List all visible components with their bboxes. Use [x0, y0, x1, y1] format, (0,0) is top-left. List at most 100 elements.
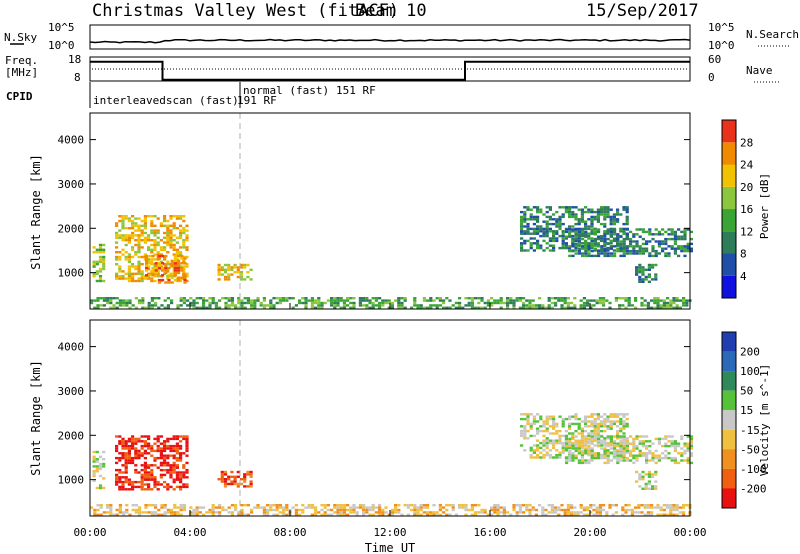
- range-gate-cell: [438, 506, 442, 509]
- range-gate-cell: [175, 478, 179, 481]
- range-gate-cell: [561, 425, 565, 428]
- range-gate-cell: [523, 213, 527, 216]
- range-gate-cell: [143, 473, 147, 477]
- range-gate-cell: [218, 306, 222, 309]
- range-gate-cell: [239, 266, 244, 269]
- range-gate-cell: [125, 508, 129, 512]
- range-gate-cell: [172, 468, 176, 472]
- range-gate-cell: [561, 451, 565, 454]
- range-gate-cell: [590, 246, 594, 250]
- range-gate-cell: [659, 306, 663, 309]
- range-gate-cell: [564, 434, 568, 438]
- range-gate-cell: [574, 239, 578, 243]
- range-gate-cell: [536, 242, 540, 245]
- range-gate-cell: [625, 235, 629, 238]
- range-gate-cell: [115, 251, 119, 254]
- range-gate-cell: [140, 476, 144, 479]
- range-gate-cell: [587, 208, 591, 211]
- range-gate-cell: [593, 247, 597, 250]
- range-gate-cell: [99, 504, 103, 507]
- range-gate-cell: [554, 301, 558, 305]
- range-gate-cell: [555, 429, 559, 433]
- range-gate-cell: [179, 476, 183, 479]
- range-gate-cell: [233, 475, 237, 478]
- range-gate-cell: [589, 306, 593, 309]
- range-gate-cell: [522, 301, 526, 305]
- range-gate-cell: [234, 504, 238, 507]
- range-gate-cell: [656, 306, 660, 309]
- range-gate-cell: [523, 432, 527, 435]
- range-gate-cell: [515, 299, 519, 302]
- range-gate-cell: [571, 452, 575, 455]
- range-gate-cell: [150, 260, 154, 263]
- range-gate-cell: [590, 413, 594, 416]
- range-gate-cell: [593, 453, 597, 457]
- range-gate-cell: [147, 447, 151, 450]
- range-gate-cell: [98, 465, 103, 468]
- range-gate-cell: [552, 446, 556, 450]
- range-gate-cell: [128, 299, 132, 302]
- range-gate-cell: [670, 444, 674, 448]
- range-gate-cell: [638, 442, 642, 445]
- range-gate-cell: [651, 233, 655, 236]
- range-gate-cell: [666, 513, 670, 516]
- range-gate-cell: [672, 299, 676, 302]
- range-gate-cell: [102, 248, 106, 251]
- range-gate-cell: [419, 508, 423, 512]
- range-gate-cell: [542, 213, 546, 216]
- range-gate-cell: [175, 473, 179, 477]
- range-gate-cell: [523, 425, 527, 428]
- range-gate-cell: [587, 440, 591, 443]
- range-gate-cell: [545, 446, 549, 450]
- range-gate-cell: [233, 482, 237, 486]
- range-gate-cell: [603, 213, 607, 216]
- range-gate-cell: [555, 432, 559, 435]
- range-gate-cell: [150, 277, 154, 280]
- range-gate-cell: [234, 306, 238, 309]
- range-gate-cell: [169, 447, 173, 450]
- range-gate-cell: [641, 440, 645, 443]
- range-gate-cell: [520, 220, 524, 223]
- range-gate-cell: [240, 508, 244, 512]
- range-gate-cell: [163, 473, 167, 477]
- range-gate-cell: [166, 468, 170, 472]
- range-gate-cell: [558, 453, 562, 457]
- range-gate-cell: [156, 275, 160, 278]
- range-gate-cell: [609, 459, 613, 462]
- range-gate-cell: [179, 265, 183, 268]
- range-gate-cell: [664, 254, 668, 258]
- range-gate-cell: [131, 246, 135, 249]
- range-gate-cell: [137, 241, 141, 244]
- range-gate-cell: [571, 454, 575, 457]
- range-gate-cell: [134, 243, 138, 247]
- range-gate-cell: [634, 506, 638, 509]
- range-gate-cell: [638, 263, 642, 267]
- range-gate-cell: [590, 237, 594, 240]
- range-gate-cell: [598, 301, 602, 305]
- range-gate-cell: [169, 471, 173, 474]
- range-gate-cell: [651, 249, 655, 253]
- range-gate-cell: [223, 482, 228, 486]
- range-gate-cell: [183, 281, 187, 284]
- range-gate-cell: [140, 454, 144, 457]
- range-gate-cell: [629, 249, 633, 253]
- range-gate-cell: [609, 413, 613, 416]
- range-gate-cell: [185, 485, 189, 489]
- range-gate-cell: [349, 508, 353, 512]
- range-gate-cell: [166, 224, 170, 227]
- range-gate-cell: [536, 239, 540, 243]
- range-gate-cell: [230, 301, 234, 305]
- range-gate-cell: [571, 210, 575, 214]
- range-gate-cell: [678, 306, 682, 309]
- range-gate-cell: [646, 511, 650, 514]
- range-gate-cell: [532, 451, 536, 454]
- range-gate-cell: [606, 247, 610, 250]
- range-gate-cell: [529, 232, 533, 235]
- range-gate-cell: [526, 230, 530, 233]
- range-gate-cell: [118, 219, 122, 223]
- range-gate-cell: [202, 506, 206, 509]
- range-gate-cell: [454, 513, 458, 516]
- range-gate-cell: [134, 239, 138, 242]
- range-gate-cell: [175, 217, 179, 220]
